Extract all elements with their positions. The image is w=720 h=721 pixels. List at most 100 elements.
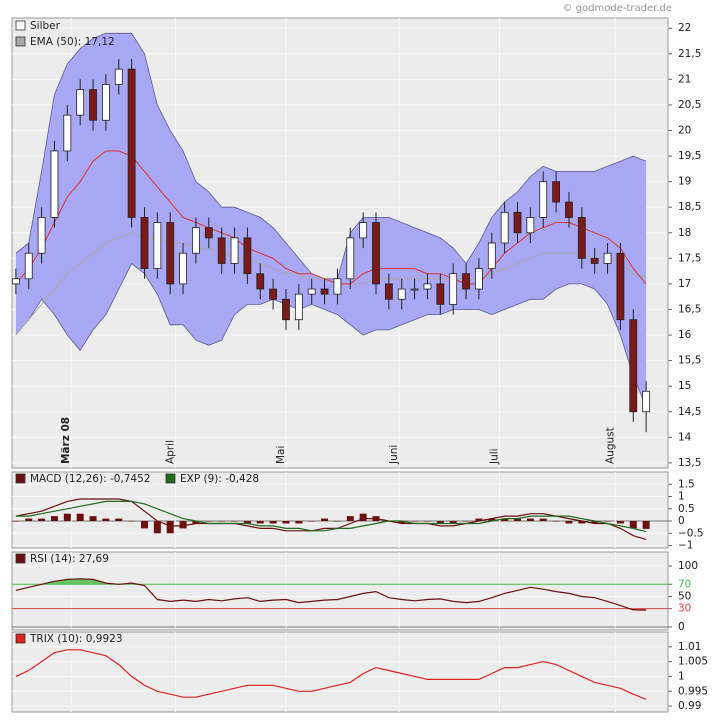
candle-body <box>230 237 239 264</box>
candle-body <box>577 217 586 259</box>
line <box>15 150 647 285</box>
bar <box>12 521 20 522</box>
candle-body <box>50 150 59 218</box>
bar <box>488 518 496 522</box>
candle-body <box>436 283 445 305</box>
candle-body <box>63 114 72 152</box>
legend-label: TRIX (10): 0,9923 <box>29 633 123 645</box>
candle-body <box>590 257 599 264</box>
bar <box>321 518 329 522</box>
y-tick-label: 15 <box>678 380 691 392</box>
bar <box>359 513 367 522</box>
line <box>15 649 647 700</box>
candle-body <box>153 222 162 269</box>
bar <box>102 518 110 522</box>
y-tick-label: 30 <box>678 603 691 615</box>
plot <box>12 552 668 630</box>
y-tick-label: −1 <box>678 540 693 552</box>
bar <box>269 521 277 524</box>
x-tick-label: Juli <box>488 448 500 465</box>
line <box>15 500 647 533</box>
bar <box>333 521 341 522</box>
candle-body <box>552 181 560 203</box>
y-tick-label: 50 <box>678 590 691 602</box>
y-tick-label: 17,5 <box>678 252 701 264</box>
plot <box>12 472 668 548</box>
y-tick-label: 16 <box>678 329 692 341</box>
candle-body <box>24 252 33 280</box>
candle-body <box>526 217 535 234</box>
bar <box>629 521 637 529</box>
x-tick-label: April <box>164 440 176 464</box>
y-tick-label: 0.5 <box>678 503 695 515</box>
candle-body <box>539 181 548 218</box>
bar <box>552 521 560 522</box>
y-tick-label: 100 <box>678 560 698 572</box>
y-tick-label: 1 <box>678 670 685 682</box>
bar <box>514 518 522 522</box>
bar <box>501 518 509 522</box>
candle-body <box>204 227 213 239</box>
watermark: © godmode-trader.de <box>563 3 673 14</box>
bar <box>140 521 148 529</box>
y-tick-label: 17 <box>678 278 691 290</box>
bar <box>475 518 483 522</box>
candle-body <box>642 390 651 413</box>
legend-label: RSI (14): 27,69 <box>30 553 109 565</box>
candle-body <box>333 278 342 295</box>
candle-body <box>475 268 483 290</box>
band-lower <box>15 262 647 407</box>
bar <box>25 518 33 522</box>
legend-label: Silber <box>30 20 61 32</box>
legend-swatch <box>15 36 26 47</box>
legend-swatch <box>165 473 176 484</box>
candle-body <box>101 84 110 121</box>
candle-body <box>410 288 419 291</box>
bar <box>423 521 431 522</box>
candle-body <box>616 252 625 321</box>
legend-swatch <box>15 633 26 644</box>
candle-body <box>629 319 638 413</box>
y-tick-label: 1 <box>678 491 685 503</box>
y-tick-label: 18 <box>678 227 691 239</box>
x-tick-label: Mai <box>275 446 287 464</box>
y-tick-label: 1.005 <box>678 656 708 668</box>
bar <box>63 513 71 522</box>
bar <box>243 521 251 524</box>
bar <box>153 521 161 534</box>
candle-body <box>384 283 393 300</box>
candle-body <box>282 298 290 321</box>
candle-body <box>603 252 612 264</box>
y-tick-label: 13,5 <box>678 457 701 469</box>
candle-body <box>423 283 432 290</box>
bar <box>218 521 226 522</box>
plot <box>12 18 668 468</box>
x-tick-label: Juni <box>388 445 400 465</box>
candle-body <box>449 273 458 305</box>
bar <box>616 521 624 524</box>
candle-body <box>294 293 303 321</box>
line <box>15 578 647 611</box>
candle-body <box>346 237 355 280</box>
candle-body <box>243 237 252 275</box>
bar <box>205 521 213 522</box>
candle-body <box>166 222 175 285</box>
candle-body <box>372 222 380 285</box>
y-tick-label: 1.5 <box>678 478 695 490</box>
candle-body <box>565 201 573 218</box>
y-tick-label: 14 <box>678 431 692 443</box>
y-tick-label: 21,5 <box>678 48 701 60</box>
candle-body <box>320 288 329 295</box>
candle-body <box>127 68 136 218</box>
bar <box>308 521 316 522</box>
y-tick-label: 70 <box>678 578 691 590</box>
candle-body <box>76 89 85 116</box>
bar <box>539 518 547 522</box>
bar <box>526 518 534 522</box>
legend-swatch <box>15 20 26 31</box>
band-upper <box>15 32 647 280</box>
candle-body <box>359 222 368 239</box>
